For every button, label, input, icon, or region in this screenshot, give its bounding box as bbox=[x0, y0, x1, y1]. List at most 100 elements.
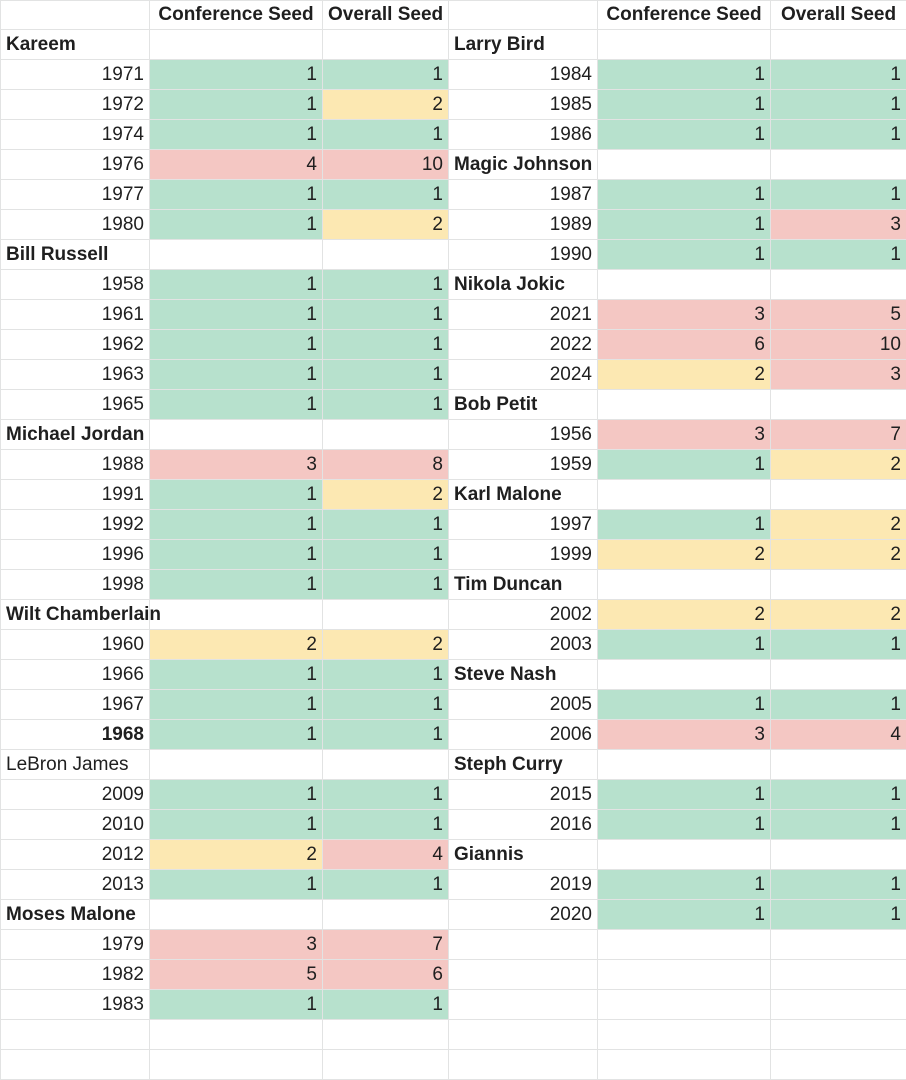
empty-cell[interactable] bbox=[150, 1020, 323, 1050]
year-cell[interactable]: 1986 bbox=[449, 120, 598, 150]
empty-cell[interactable] bbox=[598, 1020, 771, 1050]
empty-cell[interactable] bbox=[323, 240, 449, 270]
conference-seed-cell[interactable]: 6 bbox=[598, 330, 771, 360]
overall-seed-cell[interactable]: 1 bbox=[323, 330, 449, 360]
conference-seed-cell[interactable]: 1 bbox=[598, 240, 771, 270]
overall-seed-cell[interactable]: 2 bbox=[771, 450, 906, 480]
overall-seed-cell[interactable]: 2 bbox=[771, 510, 906, 540]
empty-cell[interactable] bbox=[150, 900, 323, 930]
conference-seed-cell[interactable]: 1 bbox=[598, 120, 771, 150]
overall-seed-cell[interactable]: 7 bbox=[323, 930, 449, 960]
year-cell[interactable]: 1977 bbox=[1, 180, 150, 210]
empty-cell[interactable] bbox=[323, 1020, 449, 1050]
empty-cell[interactable] bbox=[771, 960, 906, 990]
year-cell[interactable]: 1999 bbox=[449, 540, 598, 570]
overall-seed-cell[interactable]: 1 bbox=[771, 90, 906, 120]
year-cell[interactable]: 1976 bbox=[1, 150, 150, 180]
conference-seed-cell[interactable]: 3 bbox=[598, 300, 771, 330]
year-cell[interactable]: 2002 bbox=[449, 600, 598, 630]
conference-seed-cell[interactable]: 1 bbox=[150, 120, 323, 150]
conference-seed-cell[interactable]: 3 bbox=[150, 450, 323, 480]
empty-cell[interactable] bbox=[1, 1020, 150, 1050]
year-cell[interactable]: 1983 bbox=[1, 990, 150, 1020]
overall-seed-header[interactable]: Overall Seed bbox=[771, 1, 906, 30]
conference-seed-cell[interactable]: 1 bbox=[150, 180, 323, 210]
overall-seed-cell[interactable]: 6 bbox=[323, 960, 449, 990]
conference-seed-cell[interactable]: 1 bbox=[598, 870, 771, 900]
conference-seed-cell[interactable]: 3 bbox=[598, 420, 771, 450]
year-cell[interactable]: 1962 bbox=[1, 330, 150, 360]
conference-seed-cell[interactable]: 1 bbox=[150, 330, 323, 360]
year-cell[interactable]: 2024 bbox=[449, 360, 598, 390]
conference-seed-cell[interactable]: 1 bbox=[150, 60, 323, 90]
conference-seed-cell[interactable]: 5 bbox=[150, 960, 323, 990]
empty-cell[interactable] bbox=[598, 1050, 771, 1080]
year-cell[interactable]: 1998 bbox=[1, 570, 150, 600]
year-cell[interactable]: 2009 bbox=[1, 780, 150, 810]
overall-seed-cell[interactable]: 1 bbox=[323, 690, 449, 720]
conference-seed-cell[interactable]: 1 bbox=[598, 210, 771, 240]
overall-seed-cell[interactable]: 1 bbox=[323, 720, 449, 750]
empty-cell[interactable] bbox=[1, 1, 150, 30]
player-name-cell[interactable]: Kareem bbox=[1, 30, 150, 60]
empty-cell[interactable] bbox=[598, 960, 771, 990]
empty-cell[interactable] bbox=[771, 390, 906, 420]
empty-cell[interactable] bbox=[449, 1020, 598, 1050]
empty-cell[interactable] bbox=[598, 750, 771, 780]
conference-seed-cell[interactable]: 2 bbox=[598, 540, 771, 570]
conference-seed-header[interactable]: Conference Seed bbox=[598, 1, 771, 30]
empty-cell[interactable] bbox=[598, 390, 771, 420]
empty-cell[interactable] bbox=[323, 30, 449, 60]
empty-cell[interactable] bbox=[323, 1050, 449, 1080]
overall-seed-cell[interactable]: 1 bbox=[323, 870, 449, 900]
year-cell[interactable]: 1982 bbox=[1, 960, 150, 990]
overall-seed-cell[interactable]: 1 bbox=[771, 690, 906, 720]
year-cell[interactable]: 1987 bbox=[449, 180, 598, 210]
year-cell[interactable]: 1959 bbox=[449, 450, 598, 480]
year-cell[interactable]: 1965 bbox=[1, 390, 150, 420]
conference-seed-cell[interactable]: 1 bbox=[150, 480, 323, 510]
overall-seed-cell[interactable]: 1 bbox=[323, 60, 449, 90]
year-cell[interactable]: 2016 bbox=[449, 810, 598, 840]
player-name-cell[interactable]: Wilt Chamberlain bbox=[1, 600, 150, 630]
overall-seed-header[interactable]: Overall Seed bbox=[323, 1, 449, 30]
player-name-cell[interactable]: Nikola Jokic bbox=[449, 270, 598, 300]
conference-seed-cell[interactable]: 2 bbox=[598, 360, 771, 390]
conference-seed-cell[interactable]: 2 bbox=[598, 600, 771, 630]
conference-seed-cell[interactable]: 1 bbox=[598, 780, 771, 810]
conference-seed-cell[interactable]: 3 bbox=[150, 930, 323, 960]
year-cell[interactable]: 1971 bbox=[1, 60, 150, 90]
year-cell[interactable]: 2010 bbox=[1, 810, 150, 840]
player-name-cell[interactable]: Moses Malone bbox=[1, 900, 150, 930]
year-cell[interactable]: 1963 bbox=[1, 360, 150, 390]
empty-cell[interactable] bbox=[323, 600, 449, 630]
overall-seed-cell[interactable]: 1 bbox=[323, 810, 449, 840]
player-name-cell[interactable]: Karl Malone bbox=[449, 480, 598, 510]
conference-seed-cell[interactable]: 1 bbox=[598, 450, 771, 480]
overall-seed-cell[interactable]: 1 bbox=[323, 390, 449, 420]
empty-cell[interactable] bbox=[449, 1050, 598, 1080]
overall-seed-cell[interactable]: 1 bbox=[323, 180, 449, 210]
overall-seed-cell[interactable]: 8 bbox=[323, 450, 449, 480]
overall-seed-cell[interactable]: 1 bbox=[323, 780, 449, 810]
conference-seed-cell[interactable]: 1 bbox=[598, 900, 771, 930]
conference-seed-cell[interactable]: 1 bbox=[150, 570, 323, 600]
overall-seed-cell[interactable]: 1 bbox=[771, 60, 906, 90]
conference-seed-cell[interactable]: 1 bbox=[150, 300, 323, 330]
empty-cell[interactable] bbox=[771, 930, 906, 960]
empty-cell[interactable] bbox=[771, 150, 906, 180]
empty-cell[interactable] bbox=[323, 900, 449, 930]
empty-cell[interactable] bbox=[771, 570, 906, 600]
overall-seed-cell[interactable]: 1 bbox=[323, 570, 449, 600]
empty-cell[interactable] bbox=[598, 30, 771, 60]
conference-seed-cell[interactable]: 1 bbox=[150, 720, 323, 750]
player-name-cell[interactable]: Larry Bird bbox=[449, 30, 598, 60]
year-cell[interactable]: 2020 bbox=[449, 900, 598, 930]
overall-seed-cell[interactable]: 1 bbox=[323, 540, 449, 570]
empty-cell[interactable] bbox=[323, 750, 449, 780]
conference-seed-cell[interactable]: 1 bbox=[150, 510, 323, 540]
player-name-cell[interactable]: Tim Duncan bbox=[449, 570, 598, 600]
empty-cell[interactable] bbox=[150, 420, 323, 450]
overall-seed-cell[interactable]: 1 bbox=[323, 510, 449, 540]
conference-seed-cell[interactable]: 1 bbox=[150, 270, 323, 300]
